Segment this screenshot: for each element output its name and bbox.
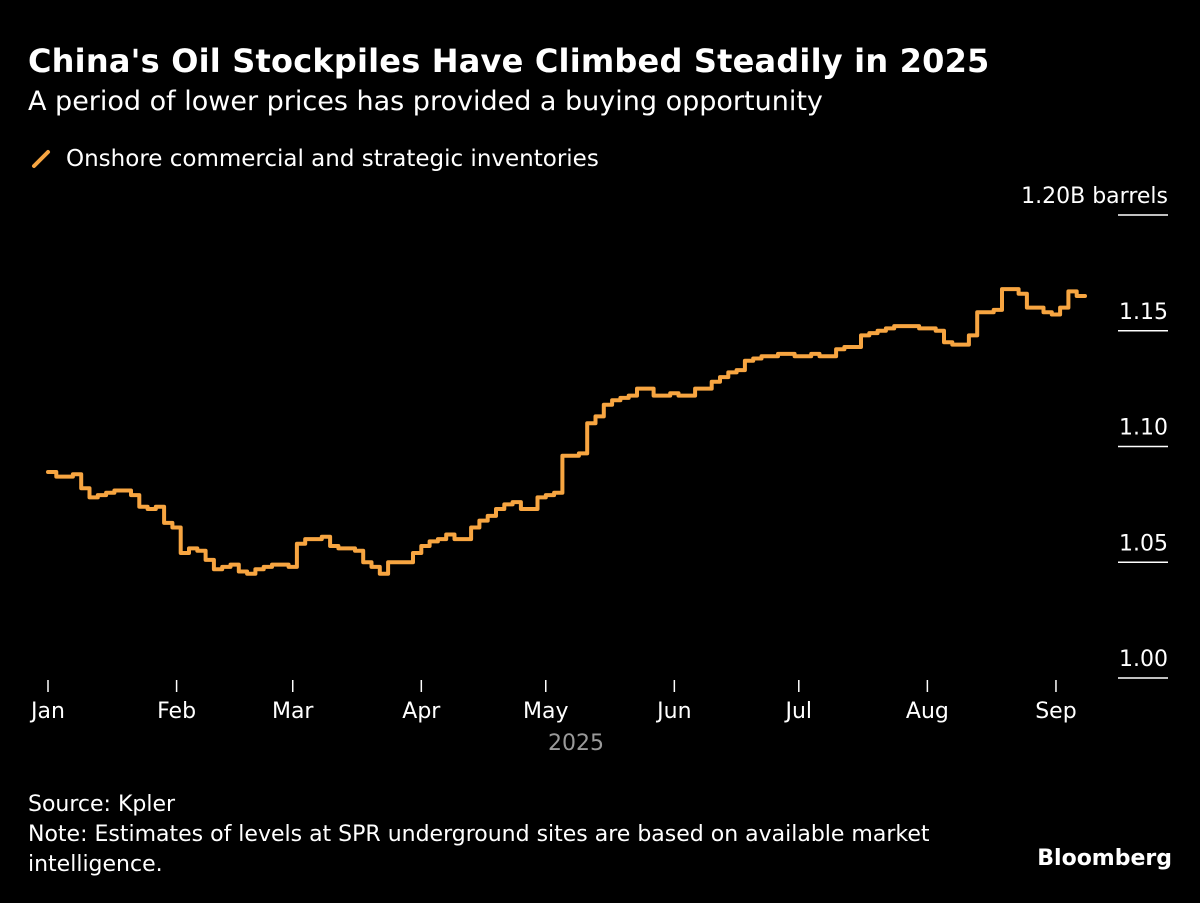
x-tick-label: Jul: [784, 699, 813, 724]
legend-line-icon: [32, 150, 50, 168]
note-text: Note: Estimates of levels at SPR undergr…: [28, 822, 930, 877]
legend-label: Onshore commercial and strategic invento…: [66, 146, 599, 172]
y-tick-label: 1.20B barrels: [1021, 184, 1168, 209]
x-tick-label: Sep: [1035, 699, 1076, 724]
series-line-onshore-inventories: [46, 287, 1087, 576]
chart-subtitle: A period of lower prices has provided a …: [28, 86, 823, 117]
x-tick-label: Feb: [157, 699, 196, 724]
x-axis: Jan Feb Mar Apr May Jun Jul Aug Sep: [29, 680, 1077, 724]
y-tick-label: 1.15: [1119, 300, 1168, 325]
x-tick-label: Jan: [29, 699, 65, 724]
x-tick-label: Mar: [272, 699, 314, 724]
x-axis-label: 2025: [548, 731, 604, 756]
y-axis: 1.00 1.05 1.10 1.15 1.20B barrels: [1021, 184, 1168, 679]
y-tick-label: 1.10: [1119, 416, 1168, 441]
x-tick-label: Jun: [655, 699, 691, 724]
source-text: Source: Kpler: [28, 792, 176, 817]
x-tick-label: May: [523, 699, 568, 724]
chart-title: China's Oil Stockpiles Have Climbed Stea…: [28, 42, 990, 80]
x-tick-label: Apr: [402, 699, 441, 724]
bloomberg-logo: Bloomberg: [1037, 846, 1172, 871]
y-tick-label: 1.00: [1119, 647, 1168, 672]
legend: Onshore commercial and strategic invento…: [30, 146, 599, 172]
x-tick-label: Aug: [906, 699, 949, 724]
y-tick-label: 1.05: [1119, 531, 1168, 556]
footnotes: Source: Kpler Note: Estimates of levels …: [28, 790, 1038, 880]
